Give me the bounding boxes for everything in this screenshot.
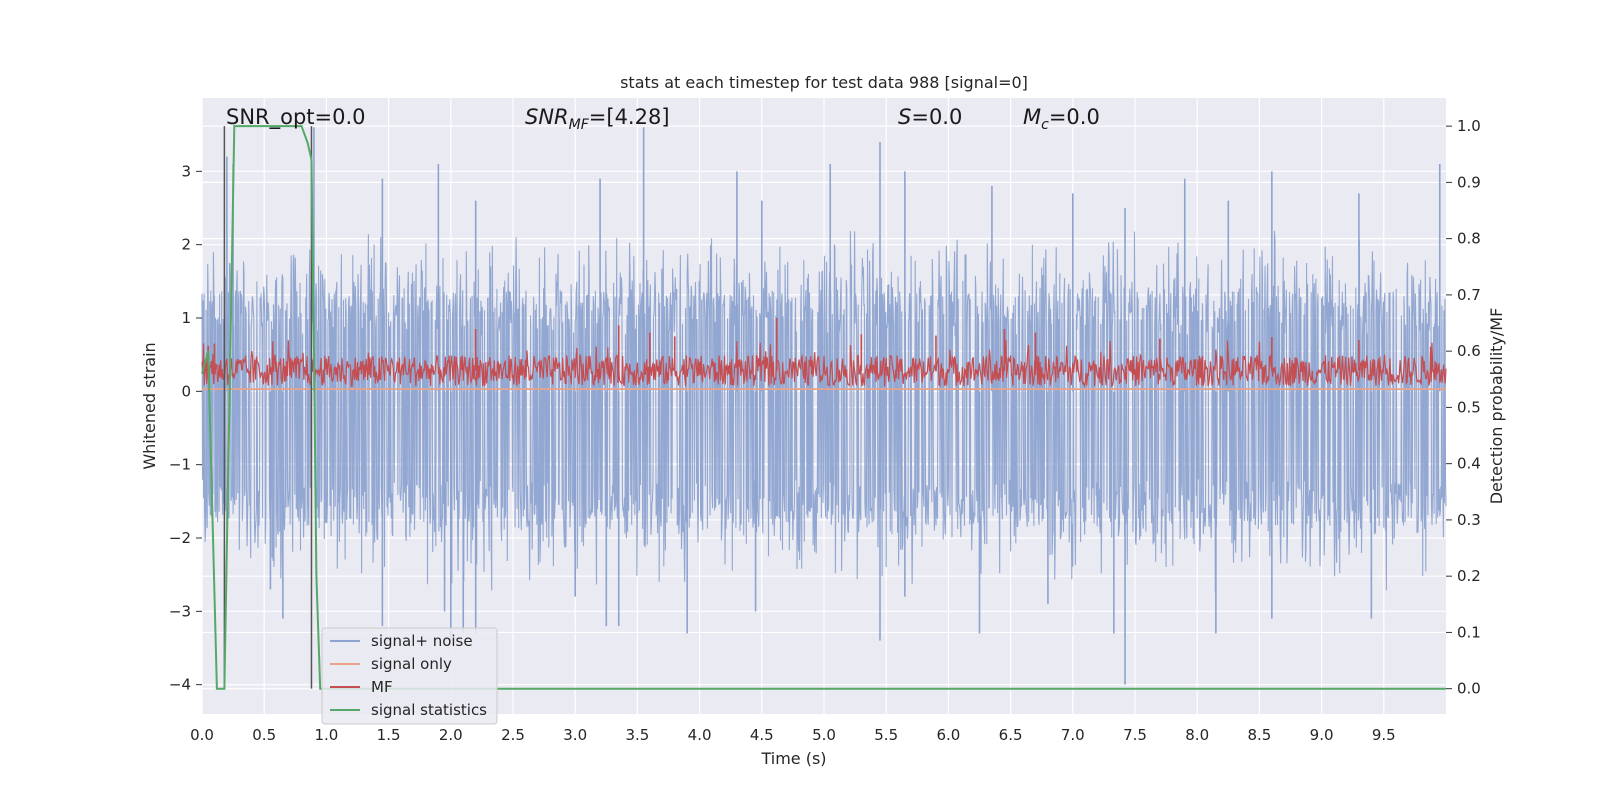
legend-label-signal-noise: signal+ noise — [371, 632, 473, 650]
x-tick-label: 8.5 — [1247, 726, 1271, 744]
y-tick-label: −4 — [169, 676, 191, 694]
x-tick-label: 9.0 — [1310, 726, 1334, 744]
y-axis-label: Whitened strain — [140, 342, 159, 469]
x-tick-label: 2.0 — [439, 726, 463, 744]
legend: signal+ noise signal only MF signal stat… — [321, 627, 498, 725]
x-tick-label: 6.0 — [936, 726, 960, 744]
x-tick-label: 5.5 — [874, 726, 898, 744]
y-axis-right-label: Detection probability/MF — [1487, 308, 1506, 505]
x-axis: 0.0 0.5 1.0 1.5 2.0 2.5 3.0 3.5 4.0 4.5 5.0 5.5 6.0 6… — [190, 726, 1396, 744]
y-axis-left: −4 −3 −2 −1 0 1 2 3 — [169, 162, 202, 694]
annotation-mc-value: =0.0 — [1049, 105, 1100, 129]
annotation-snr-mf-subscript: MF — [569, 117, 590, 133]
y-right-tick-label: 0.5 — [1457, 398, 1481, 416]
annotation-snr-mf: SNRMF=[4.28] — [525, 105, 670, 133]
series-layer — [201, 125, 1447, 690]
x-tick-label: 1.5 — [377, 726, 401, 744]
x-tick-label: 4.5 — [750, 726, 774, 744]
y-right-tick-label: 0.3 — [1457, 511, 1481, 529]
y-tick-label: −3 — [169, 602, 191, 620]
x-tick-label: 6.5 — [999, 726, 1023, 744]
x-tick-label: 1.0 — [314, 726, 338, 744]
plot-area — [201, 125, 1447, 690]
y-tick-label: 1 — [181, 309, 191, 327]
series-signal-statistics-line — [201, 125, 1446, 690]
annotation-mc-symbol: M — [1023, 105, 1041, 129]
x-tick-label: 8.0 — [1185, 726, 1209, 744]
y-tick-label: 0 — [181, 382, 191, 400]
y-tick-label: 3 — [181, 162, 191, 180]
y-tick-label: −2 — [169, 529, 191, 547]
y-tick-label: −1 — [169, 456, 191, 474]
y-right-tick-label: 0.1 — [1457, 623, 1481, 641]
x-tick-label: 7.0 — [1061, 726, 1085, 744]
legend-label-mf: MF — [371, 678, 393, 696]
x-tick-label: 7.5 — [1123, 726, 1147, 744]
y-right-tick-label: 0.0 — [1457, 680, 1481, 698]
y-right-tick-label: 0.4 — [1457, 455, 1481, 473]
x-tick-label: 0.5 — [252, 726, 276, 744]
annotation-snr-opt: SNR_opt=0.0 — [226, 105, 366, 130]
y-right-tick-label: 0.7 — [1457, 286, 1481, 304]
legend-label-signal-statistics: signal statistics — [371, 701, 487, 719]
x-tick-label: 5.0 — [812, 726, 836, 744]
x-tick-label: 9.5 — [1372, 726, 1396, 744]
legend-label-signal-only: signal only — [371, 655, 452, 673]
x-axis-label: Time (s) — [760, 749, 826, 768]
annotation-snr-mf-value: =[4.28] — [589, 105, 670, 129]
y-right-tick-label: 0.8 — [1457, 230, 1481, 248]
series-mf-line — [201, 340, 1447, 389]
y-right-tick-label: 0.2 — [1457, 567, 1481, 585]
annotation-s-value: =0.0 — [911, 105, 962, 129]
y-right-tick-label: 0.6 — [1457, 342, 1481, 360]
y-right-tick-label: 0.9 — [1457, 173, 1481, 191]
annotation-snr-mf-symbol: SNR — [525, 105, 569, 129]
x-tick-label: 4.0 — [688, 726, 712, 744]
annotation-mc: Mc=0.0 — [1023, 105, 1100, 133]
y-right-tick-label: 1.0 — [1457, 117, 1481, 135]
legend-box — [321, 627, 498, 725]
annotation-mc-subscript: c — [1041, 117, 1049, 133]
x-tick-label: 3.0 — [563, 726, 587, 744]
y-axis-right: 0.0 0.1 0.2 0.3 0.4 0.5 0.6 0.7 0.8 0.9 1.0 — [1446, 117, 1481, 698]
chart-title: stats at each timestep for test data 988… — [620, 73, 1028, 92]
y-tick-label: 2 — [181, 236, 191, 254]
annotation-s-symbol: S — [898, 105, 911, 129]
annotation-s: S=0.0 — [898, 105, 962, 129]
x-tick-label: 0.0 — [190, 726, 214, 744]
x-tick-label: 3.5 — [625, 726, 649, 744]
x-tick-label: 2.5 — [501, 726, 525, 744]
series-signal-noise-line — [201, 230, 1447, 592]
